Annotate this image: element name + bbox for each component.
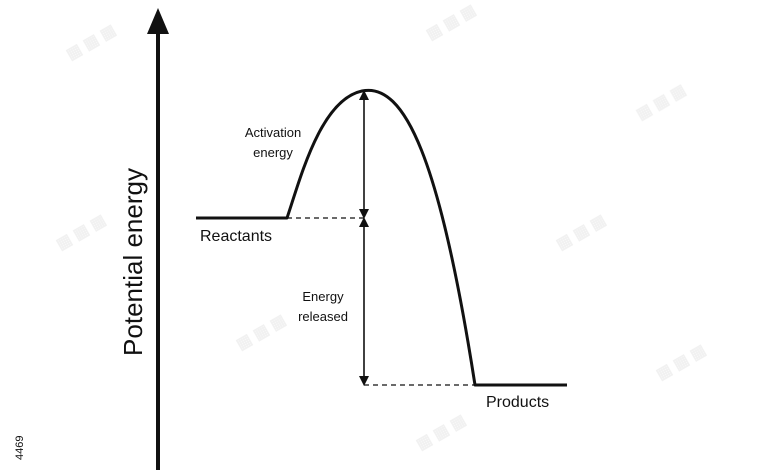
energy-released-label-line1: Energy — [302, 289, 344, 304]
svg-text:▦ ▦ ▦: ▦ ▦ ▦ — [654, 342, 709, 384]
energy-released-label-line2: released — [298, 309, 348, 324]
svg-text:▦ ▦ ▦: ▦ ▦ ▦ — [54, 212, 109, 254]
y-axis-label: Potential energy — [118, 168, 148, 356]
products-label: Products — [486, 394, 549, 411]
svg-text:▦ ▦ ▦: ▦ ▦ ▦ — [64, 22, 119, 64]
activation-energy-label-line2: energy — [253, 145, 293, 160]
corner-id-text: 4469 — [14, 436, 26, 460]
svg-text:▦ ▦ ▦: ▦ ▦ ▦ — [554, 212, 609, 254]
svg-text:▦ ▦ ▦: ▦ ▦ ▦ — [414, 412, 469, 454]
watermark-pattern: ▦ ▦ ▦ ▦ ▦ ▦ ▦ ▦ ▦ ▦ ▦ ▦ ▦ ▦ ▦ ▦ ▦ ▦ ▦ ▦ … — [54, 2, 709, 454]
svg-text:▦ ▦ ▦: ▦ ▦ ▦ — [634, 82, 689, 124]
energy-curve — [196, 88, 567, 387]
svg-text:▦ ▦ ▦: ▦ ▦ ▦ — [234, 312, 289, 354]
y-axis-arrow-icon — [147, 8, 169, 34]
activation-energy-label-line1: Activation — [245, 125, 301, 140]
reactants-label: Reactants — [200, 228, 272, 245]
svg-text:▦ ▦ ▦: ▦ ▦ ▦ — [424, 2, 479, 44]
